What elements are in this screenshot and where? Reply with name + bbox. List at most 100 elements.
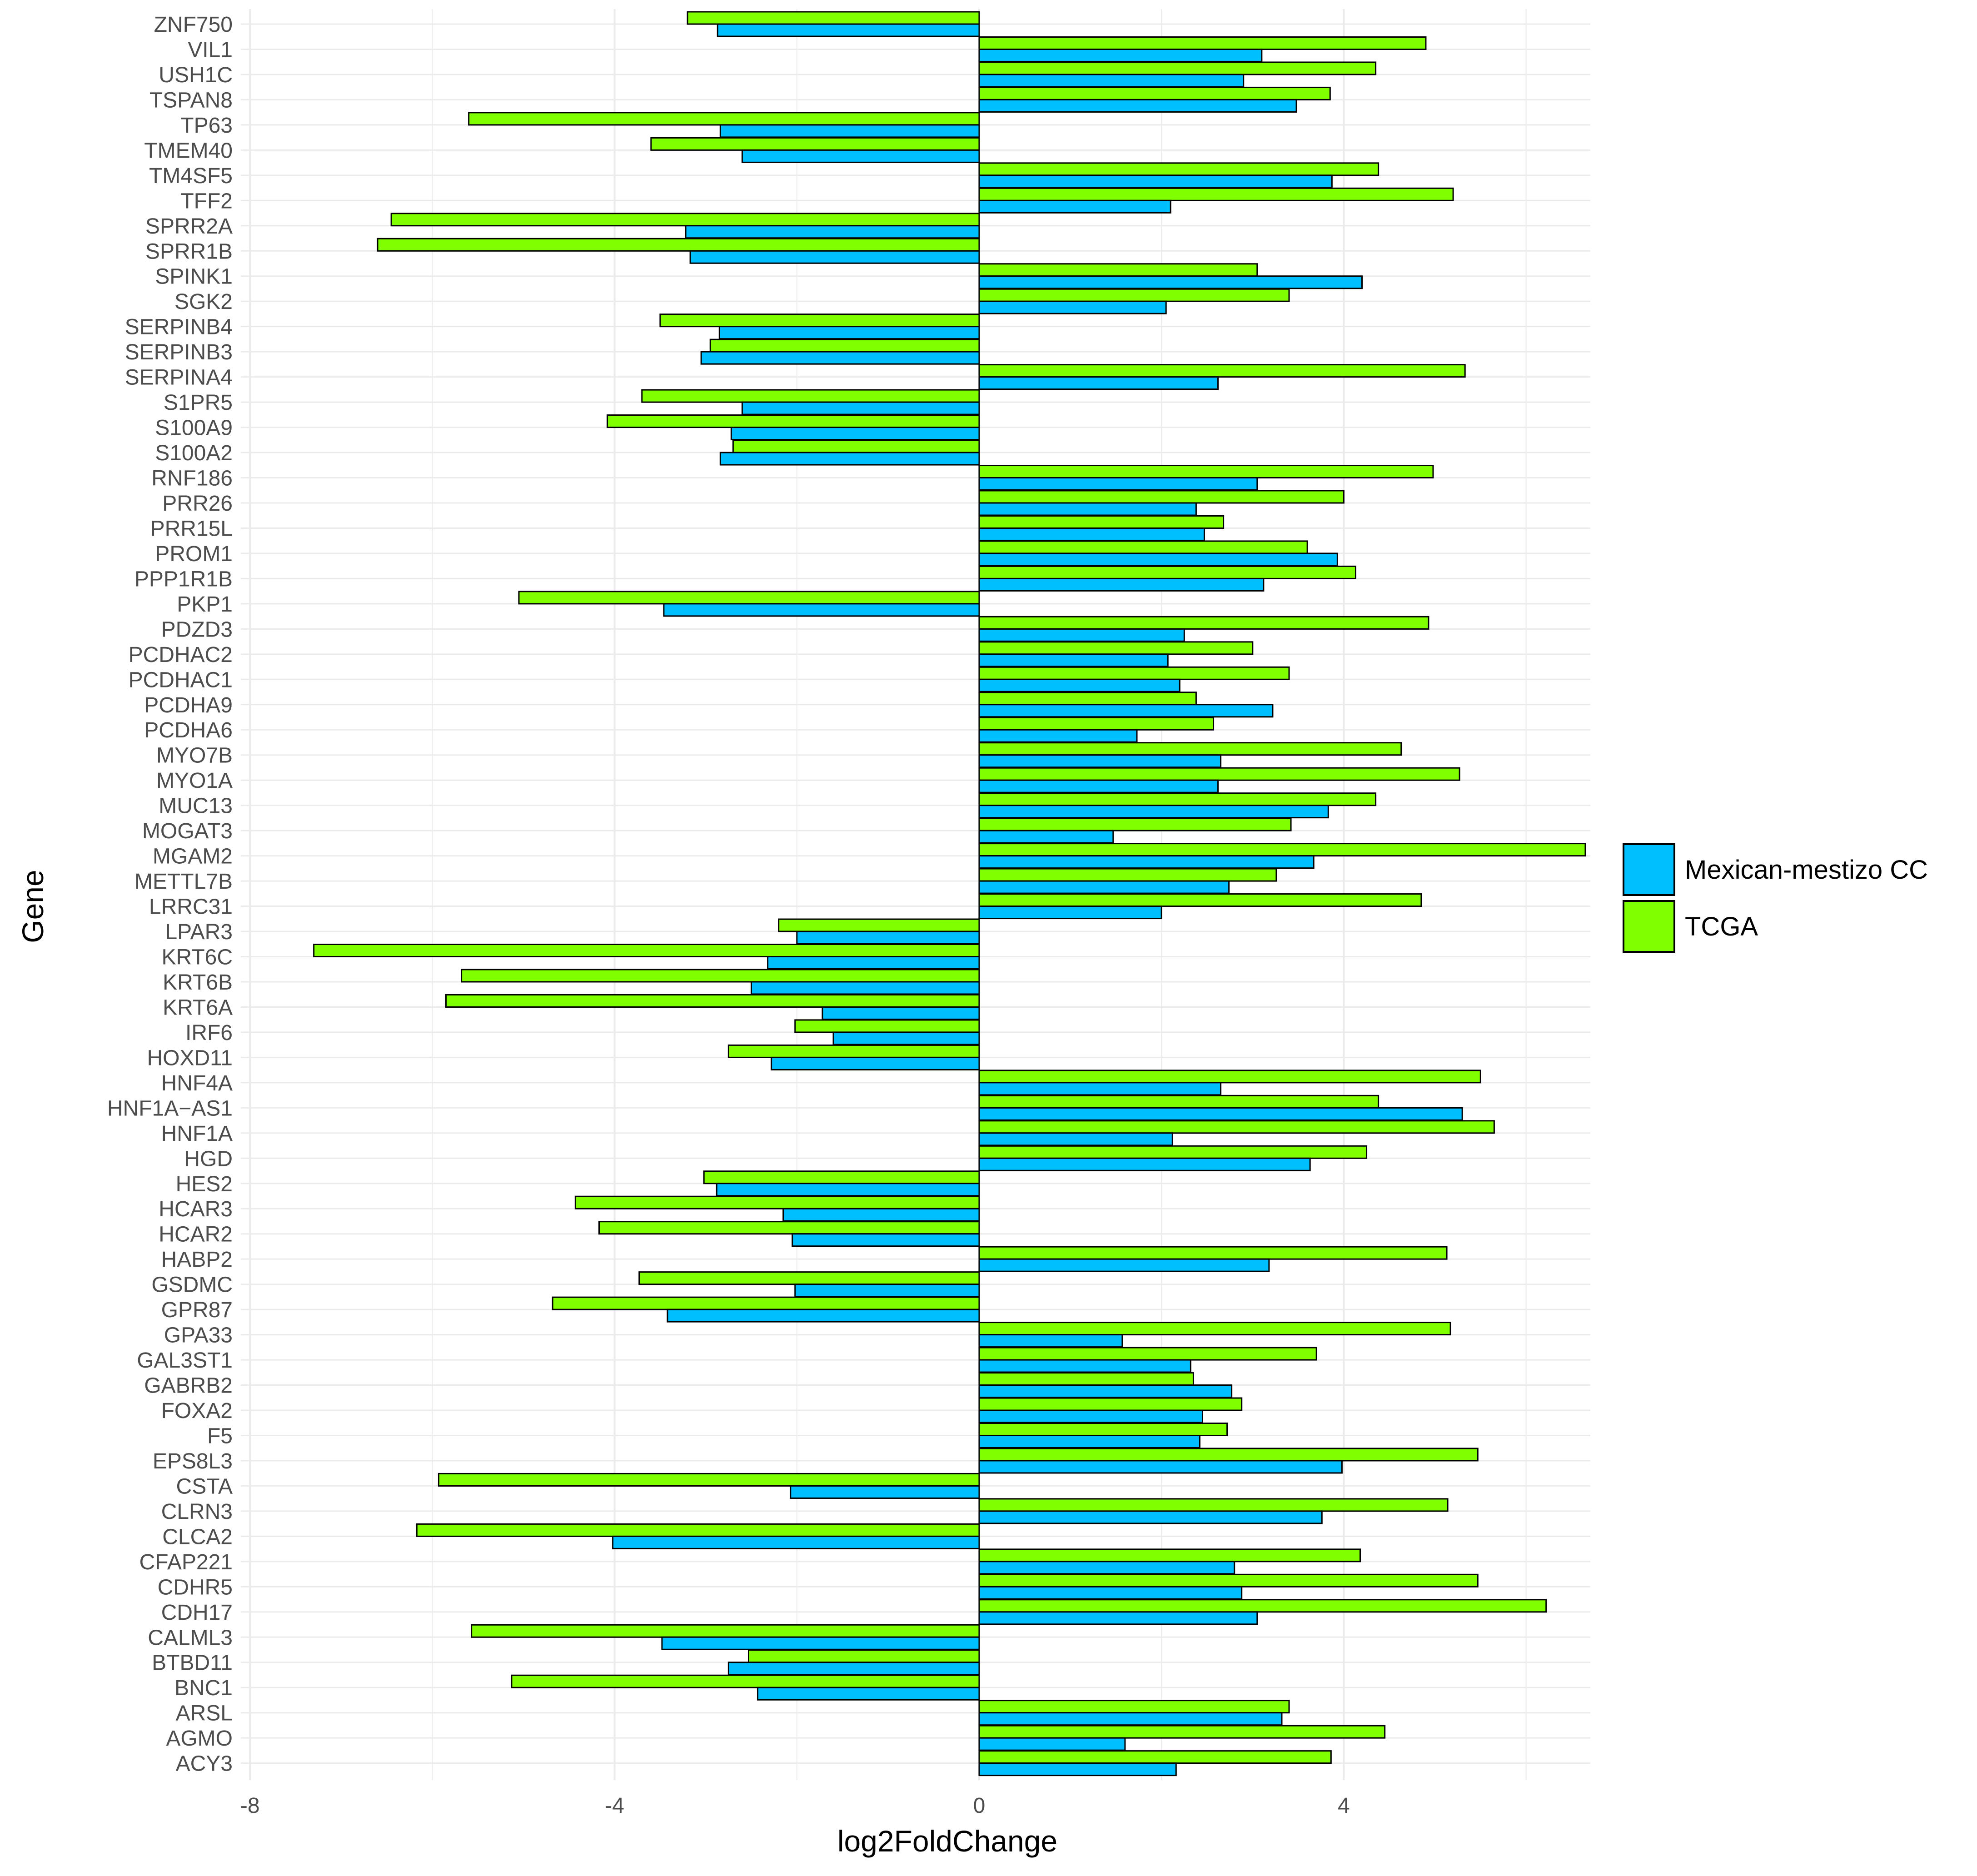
gene-label: GAL3ST1 [137,1349,233,1373]
gene-label: HGD [184,1147,233,1171]
bar-mexican-mestizo [978,906,1162,920]
x-axis-title: log2FoldChange [837,1824,1057,1858]
gene-label: KRT6C [162,945,233,970]
bar-tcga [978,641,1254,655]
gene-label: SPRR2A [145,214,233,239]
bar-mexican-mestizo [978,1762,1177,1776]
bar-tcga [978,692,1197,706]
bar-mexican-mestizo [978,1258,1270,1272]
bar-mexican-mestizo [663,603,980,617]
bar-tcga [978,717,1215,731]
gene-label: CALML3 [148,1626,233,1650]
bar-tcga [978,843,1586,857]
bar-tcga [978,465,1434,479]
bar-tcga [978,61,1377,75]
gene-label: LPAR3 [165,920,233,944]
gene-label: PRR15L [150,517,233,541]
bar-tcga [778,918,980,932]
bar-tcga [978,86,1331,100]
gene-label: PKP1 [177,592,233,617]
bar-tcga [978,36,1427,50]
bars [313,11,1586,1776]
gene-label: HNF1A [161,1122,233,1146]
legend-label: TCGA [1685,912,1758,941]
bar-mexican-mestizo [978,779,1219,793]
bar-mexican-mestizo [782,1208,980,1222]
gene-label: PDZD3 [161,617,233,642]
bar-tcga [445,994,980,1008]
bar-tcga [978,187,1454,201]
bar-mexican-mestizo [978,1359,1191,1373]
gene-label: CDH17 [161,1601,233,1625]
bar-mexican-mestizo [612,1535,980,1549]
bar-tcga [511,1674,980,1688]
bar-tcga [978,1397,1243,1411]
bar-tcga [703,1170,980,1184]
bar-tcga [471,1624,980,1638]
gene-label: TMEM40 [144,139,233,163]
bar-tcga [978,893,1422,907]
bar-tcga [709,338,980,353]
bar-tcga [978,490,1345,504]
gene-label: SERPINB4 [125,315,233,339]
gene-label: HCAR2 [159,1223,233,1247]
legend-swatch [1623,900,1675,953]
bar-tcga [552,1296,980,1310]
bar-mexican-mestizo [792,1233,980,1247]
gene-label: HNF1A−AS1 [107,1096,233,1120]
legend-swatch [1623,843,1675,896]
bar-tcga [978,540,1308,554]
bar-mexican-mestizo [822,1006,980,1020]
gene-label: KRT6A [163,995,233,1020]
bar-mexican-mestizo [978,1409,1203,1423]
gene-label: MYO1A [156,769,233,793]
bar-mexican-mestizo [689,250,980,264]
gene-label: HES2 [176,1172,233,1196]
bar-tcga [978,1448,1479,1462]
bar-mexican-mestizo [719,124,980,138]
gene-label: RNF186 [151,467,233,491]
bar-mexican-mestizo [978,527,1205,541]
bar-mexican-mestizo [978,1384,1233,1398]
gene-label: ZNF750 [154,13,233,37]
gene-label: BNC1 [174,1676,233,1700]
bar-tcga [978,515,1225,529]
bar-mexican-mestizo [978,1611,1258,1625]
bar-tcga [978,1145,1368,1159]
bar-tcga [978,1095,1379,1109]
bar-tcga [978,1498,1449,1512]
bar-mexican-mestizo [978,805,1329,819]
legend: Mexican-mestizo CC TCGA [1623,843,1928,953]
bar-mexican-mestizo [978,1510,1323,1524]
bar-mexican-mestizo [790,1485,980,1499]
bar-tcga [461,969,980,983]
bar-tcga [978,1599,1547,1613]
x-tick-labels: -8 -4 0 4 [240,1794,1350,1818]
y-axis-title: Gene [16,870,50,943]
bar-mexican-mestizo [716,1183,980,1197]
bar-mexican-mestizo [978,1107,1463,1121]
gene-label: HABP2 [161,1248,233,1272]
gene-label: PPP1R1B [134,567,233,591]
gene-label: SERPINB3 [125,340,233,364]
bar-tcga [978,666,1290,680]
bar-tcga [794,1019,980,1033]
bar-mexican-mestizo [978,1334,1123,1348]
bar-tcga [978,792,1377,806]
bar-tcga [978,565,1356,579]
gene-label: USH1C [159,63,233,87]
gene-labels: ZNF750VIL1USH1CTSPAN8TP63TMEM40TM4SF5TFF… [107,13,233,1776]
bar-tcga [978,1548,1361,1563]
bar-mexican-mestizo [661,1636,980,1650]
gene-label: FOXA2 [161,1399,233,1423]
gene-label: SGK2 [174,290,233,314]
bar-mexican-mestizo [700,351,980,365]
bar-mexican-mestizo [978,300,1167,314]
bar-mexican-mestizo [978,704,1274,718]
gene-label: TFF2 [180,189,233,213]
bar-tcga [978,162,1379,176]
bar-mexican-mestizo [796,931,980,945]
bar-tcga [978,1347,1317,1361]
bar-mexican-mestizo [730,427,980,441]
bar-mexican-mestizo [978,729,1138,743]
